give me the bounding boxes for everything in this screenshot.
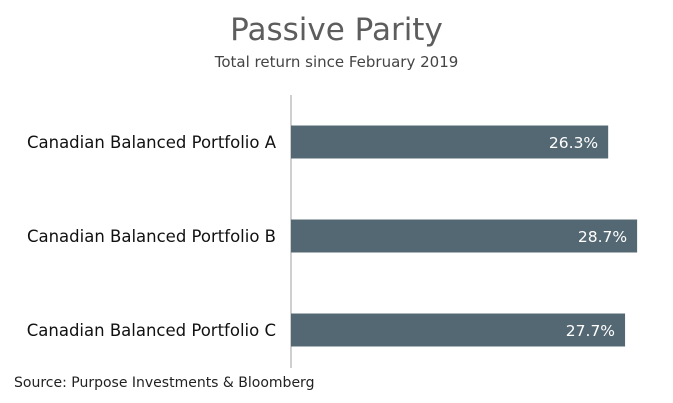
category-label: Canadian Balanced Portfolio C <box>27 321 276 340</box>
data-label: 27.7% <box>566 322 615 340</box>
data-label: 28.7% <box>578 228 627 246</box>
bar <box>291 125 609 159</box>
source-note: Source: Purpose Investments & Bloomberg <box>14 375 315 391</box>
bar <box>291 219 638 253</box>
data-label: 26.3% <box>549 134 598 152</box>
category-label: Canadian Balanced Portfolio B <box>27 227 276 246</box>
bars-group: Canadian Balanced Portfolio A 26.3% Canadi… <box>27 125 638 347</box>
category-label: Canadian Balanced Portfolio A <box>27 133 277 152</box>
chart-title: Passive Parity <box>230 12 443 48</box>
bar <box>291 313 626 347</box>
chart-subtitle: Total return since February 2019 <box>214 53 459 71</box>
